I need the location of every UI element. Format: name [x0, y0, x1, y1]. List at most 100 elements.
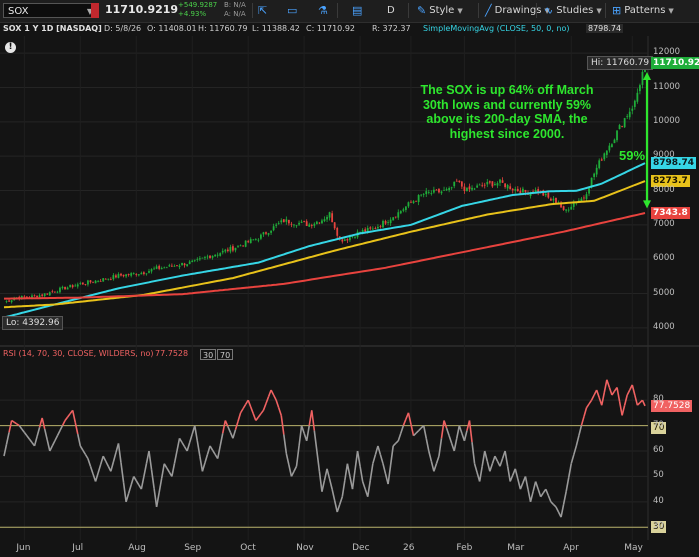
patterns-button[interactable]: ⊞ Patterns ▼ — [612, 2, 674, 19]
candle-body — [354, 236, 356, 238]
candle-body — [290, 223, 293, 225]
rsi-segment — [41, 417, 46, 430]
sma-study-label[interactable]: SimpleMovingAvg (CLOSE, 50, 0, no) — [423, 24, 570, 33]
rsi-segment — [201, 462, 206, 472]
rsi-segment — [21, 428, 25, 433]
candle-body — [5, 300, 8, 302]
ohlc-high: H: 11760.79 — [198, 24, 248, 33]
rsi-segment — [379, 454, 384, 464]
candle-body — [204, 257, 206, 259]
style-button[interactable]: ✎ Style ▼ — [417, 2, 463, 19]
rsi-segment — [196, 440, 201, 457]
candle-body — [516, 188, 519, 192]
alert-icon[interactable]: ! — [5, 42, 16, 53]
candle-body — [570, 206, 573, 210]
rsi-segment — [82, 449, 87, 455]
rsi-tag-value: 77.7528 — [651, 399, 693, 412]
candle-body — [542, 190, 545, 196]
divider — [536, 3, 537, 18]
candle-body — [298, 222, 300, 225]
rsi-tick-label: 80 — [653, 394, 664, 405]
rsi-segment — [140, 476, 145, 490]
drawings-button[interactable]: ╱ Drawings ▼ — [485, 2, 550, 19]
candle-body — [432, 189, 435, 193]
rsi-segment — [395, 440, 399, 444]
price-tick-label: 8000 — [653, 184, 675, 195]
candle-body — [76, 284, 79, 287]
rsi-tag-30: 30 — [651, 521, 667, 534]
rsi-segment — [298, 425, 303, 447]
patterns-icon: ⊞ — [612, 4, 622, 17]
chart-type-button[interactable]: ▤ — [352, 2, 365, 19]
candle-body — [603, 153, 606, 160]
rsi-segment — [59, 425, 64, 432]
candle-body — [494, 184, 496, 186]
candle-body — [544, 193, 547, 196]
rsi-segment — [94, 472, 99, 482]
rsi-segment — [532, 481, 537, 492]
candle-body — [216, 254, 219, 256]
rsi-segment — [176, 438, 181, 452]
share-button[interactable]: ⇱ — [258, 2, 270, 19]
rsi-segment — [621, 405, 626, 416]
rsi-segment — [305, 425, 311, 441]
price-tick-label: 9000 — [653, 150, 675, 161]
candle-body — [242, 245, 245, 247]
rsi-segment — [433, 463, 438, 472]
candle-body — [476, 185, 479, 188]
rsi-segment — [76, 433, 82, 447]
studies-button[interactable]: ∿ Studies ▼ — [544, 2, 602, 19]
candle-body — [33, 295, 36, 297]
rsi-value: 77.7528 — [155, 349, 189, 358]
symbol-input[interactable]: SOX ▼ — [3, 3, 97, 18]
candle-body — [36, 295, 38, 298]
rsi-segment — [23, 431, 28, 437]
candle-body — [244, 240, 247, 247]
rsi-segment — [3, 444, 8, 457]
rsi-segment — [372, 454, 377, 464]
rsi-segment — [636, 402, 641, 406]
rsi-segment — [504, 450, 509, 467]
rsi-segment — [440, 420, 445, 439]
chart-info-bar: SOX 1 Y 1D [NASDAQ] D: 5/8/26 O: 11408.0… — [0, 22, 699, 36]
candle-body — [384, 220, 387, 224]
candle-body — [514, 189, 517, 191]
divider — [605, 3, 606, 18]
rsi-segment — [486, 460, 491, 472]
candle-body — [633, 100, 636, 107]
save-button[interactable]: ▭ — [287, 2, 300, 19]
rsi-segment — [402, 418, 407, 426]
candle-body — [323, 219, 326, 222]
rsi-study-label[interactable]: RSI (14, 70, 30, CLOSE, WILDERS, no) — [3, 349, 154, 358]
period-button[interactable]: D — [387, 2, 395, 19]
rsi-segment — [188, 433, 193, 443]
rsi-segment — [618, 401, 623, 416]
flask-button[interactable]: ⚗ — [318, 2, 331, 19]
rsi-segment — [418, 427, 422, 432]
candle-body — [420, 194, 423, 196]
rsi-segment — [11, 419, 15, 423]
rsi-segment — [494, 455, 499, 462]
chevron-down-icon[interactable]: ▼ — [86, 7, 93, 16]
divider — [478, 3, 479, 18]
ohlc-close: C: 11710.92 — [306, 24, 355, 33]
candle-body — [595, 167, 598, 175]
candle-body — [308, 224, 311, 227]
candle-body — [394, 216, 397, 218]
candle-body — [143, 272, 145, 274]
candle-body — [293, 224, 295, 226]
rsi-segment — [288, 464, 293, 477]
candle-body — [173, 265, 176, 267]
candle-body — [277, 223, 280, 224]
candle-body — [519, 190, 522, 194]
patterns-label: Patterns — [624, 5, 666, 16]
rsi-segment — [341, 480, 346, 497]
candle-body — [509, 186, 512, 190]
sma-yellow-line — [3, 180, 646, 309]
rsi-segment — [71, 410, 77, 423]
change-abs: +549.9287 — [178, 1, 218, 9]
candle-body — [410, 201, 412, 203]
candle-body — [150, 269, 153, 272]
drawings-icon: ╱ — [485, 4, 492, 17]
